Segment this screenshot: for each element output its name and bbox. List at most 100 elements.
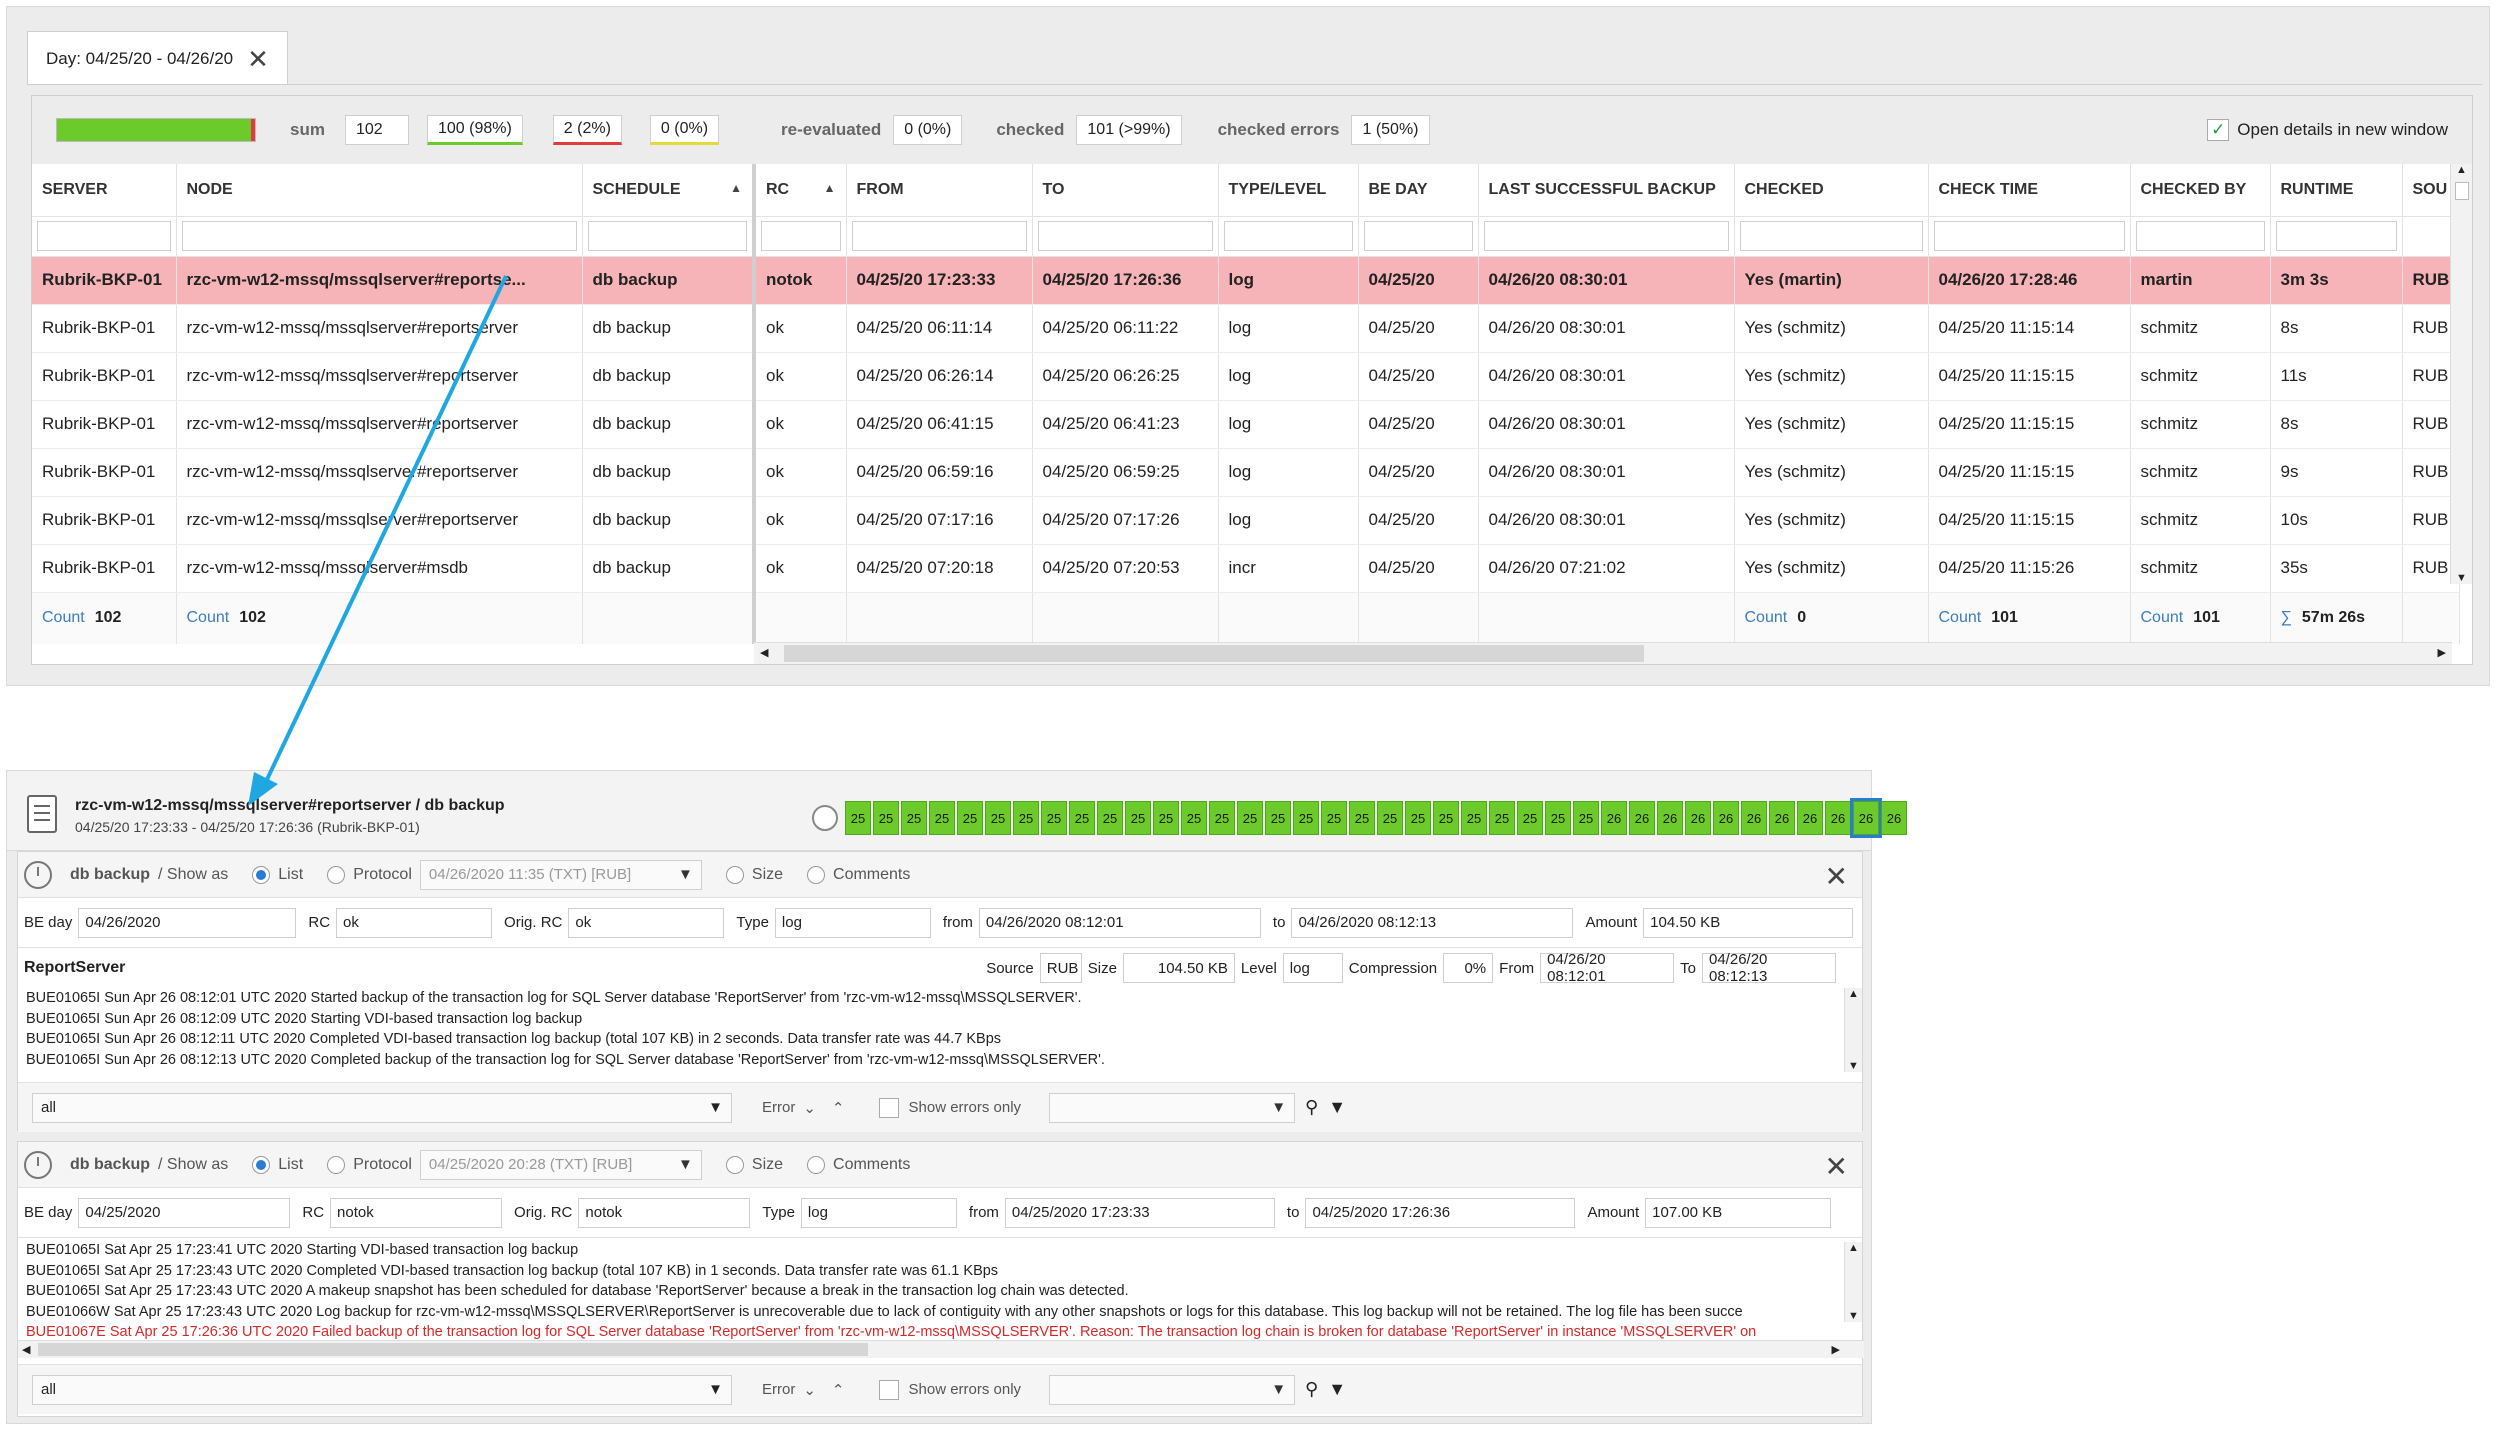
- filter-input[interactable]: [1483, 221, 1729, 251]
- day-cell[interactable]: 25: [1405, 801, 1431, 835]
- day-cell[interactable]: 25: [1097, 801, 1123, 835]
- day-cell[interactable]: 26: [1881, 801, 1907, 835]
- table-row[interactable]: Rubrik-BKP-01 rzc-vm-w12-mssq/mssqlserver…: [32, 448, 2461, 497]
- protocol-radio[interactable]: [327, 865, 346, 884]
- column-header[interactable]: CHECKED: [1734, 164, 1929, 217]
- search-select[interactable]: ▼: [1049, 1092, 1296, 1123]
- scroll-thumb[interactable]: [38, 1343, 868, 1356]
- clock-icon[interactable]: [24, 1150, 52, 1179]
- scroll-up-icon[interactable]: ▲: [1848, 988, 1859, 1000]
- day-cell[interactable]: 25: [985, 801, 1011, 835]
- scroll-left-icon[interactable]: ◀: [22, 1344, 31, 1356]
- day-cell[interactable]: 25: [957, 801, 983, 835]
- be-day-field[interactable]: 04/26/2020: [78, 907, 297, 938]
- day-cell[interactable]: 25: [901, 801, 927, 835]
- scroll-down-icon[interactable]: ▼: [2456, 572, 2467, 584]
- scroll-thumb[interactable]: [2454, 182, 2469, 200]
- checked-value[interactable]: 101 (>99%): [1076, 115, 1182, 145]
- type-field[interactable]: log: [774, 907, 931, 938]
- scroll-thumb[interactable]: [784, 645, 1644, 662]
- day-cell[interactable]: 25: [873, 801, 899, 835]
- column-header[interactable]: FROM: [846, 164, 1033, 217]
- scroll-down-icon[interactable]: ▼: [1848, 1060, 1859, 1072]
- day-cell[interactable]: 26: [1685, 801, 1711, 835]
- log-view[interactable]: BUE01065I Sat Apr 25 17:23:41 UTC 2020 S…: [18, 1238, 1862, 1346]
- to-field[interactable]: 04/25/2020 17:26:36: [1305, 1197, 1576, 1228]
- column-header[interactable]: SCHEDULE ▲: [582, 164, 756, 217]
- day-cell[interactable]: 26: [1769, 801, 1795, 835]
- day-cell[interactable]: 25: [845, 801, 871, 835]
- obj-from-field[interactable]: 04/26/20 08:12:01: [1540, 951, 1675, 985]
- size-radio[interactable]: [725, 865, 744, 884]
- search-icon[interactable]: ⚲: [1305, 1097, 1319, 1117]
- clock-icon[interactable]: [24, 860, 52, 889]
- show-errors-checkbox[interactable]: [878, 1097, 899, 1118]
- sort-asc-icon[interactable]: ▲: [730, 180, 742, 195]
- filter-input[interactable]: [2135, 221, 2265, 251]
- filter-input[interactable]: [1223, 221, 1353, 251]
- day-cell[interactable]: 25: [1377, 801, 1403, 835]
- filter-icon[interactable]: ▼: [1328, 1379, 1347, 1399]
- day-cell[interactable]: 26: [1601, 801, 1627, 835]
- close-icon[interactable]: ✕: [1824, 1151, 1848, 1182]
- table-row[interactable]: Rubrik-BKP-01 rzc-vm-w12-mssq/mssqlserver…: [32, 256, 2461, 305]
- search-icon[interactable]: ⚲: [1305, 1379, 1319, 1399]
- chevron-up-icon[interactable]: ⌃: [831, 1099, 845, 1117]
- day-cell[interactable]: 25: [1433, 801, 1459, 835]
- day-cell[interactable]: 25: [1237, 801, 1263, 835]
- from-field[interactable]: 04/26/2020 08:12:01: [978, 907, 1261, 938]
- rc-field[interactable]: ok: [336, 907, 493, 938]
- vertical-scrollbar[interactable]: ▲ ▼: [2450, 164, 2472, 584]
- day-cell[interactable]: 25: [1125, 801, 1151, 835]
- amount-field[interactable]: 104.50 KB: [1643, 907, 1854, 938]
- sum-value[interactable]: 102: [344, 115, 409, 145]
- day-cell[interactable]: 26: [1825, 801, 1851, 835]
- day-cell[interactable]: 25: [1489, 801, 1515, 835]
- day-cell[interactable]: 25: [1153, 801, 1179, 835]
- from-field[interactable]: 04/25/2020 17:23:33: [1004, 1197, 1275, 1228]
- day-cell[interactable]: 25: [1181, 801, 1207, 835]
- filter-input[interactable]: [1933, 221, 2125, 251]
- fail-count-badge[interactable]: 2 (2%): [552, 115, 622, 145]
- day-cell[interactable]: 25: [1517, 801, 1543, 835]
- list-radio[interactable]: [252, 1155, 271, 1174]
- table-row[interactable]: Rubrik-BKP-01 rzc-vm-w12-mssq/mssqlserver…: [32, 400, 2461, 449]
- table-row[interactable]: Rubrik-BKP-01 rzc-vm-w12-mssq/mssqlserver…: [32, 304, 2461, 353]
- list-radio[interactable]: [252, 865, 271, 884]
- show-errors-checkbox[interactable]: [878, 1379, 899, 1400]
- reevaluated-value[interactable]: 0 (0%): [893, 115, 963, 145]
- log-filter-select[interactable]: all ▼: [32, 1092, 732, 1123]
- level-filter[interactable]: Error ⌄ ⌃: [762, 1099, 845, 1117]
- scroll-left-icon[interactable]: ◀: [760, 647, 769, 659]
- column-header[interactable]: BE DAY: [1358, 164, 1479, 217]
- day-cell[interactable]: 25: [1013, 801, 1039, 835]
- log-scrollbar[interactable]: ▲ ▼: [1844, 988, 1862, 1072]
- sort-asc-icon[interactable]: ▲: [823, 180, 836, 195]
- day-cell[interactable]: 25: [1041, 801, 1067, 835]
- filter-input[interactable]: [1739, 221, 1923, 251]
- comments-radio[interactable]: [807, 1155, 826, 1174]
- scroll-right-icon[interactable]: ▶: [1831, 1344, 1840, 1356]
- type-field[interactable]: log: [800, 1197, 957, 1228]
- level-filter[interactable]: Error ⌄ ⌃: [762, 1381, 845, 1399]
- protocol-select[interactable]: 04/26/2020 11:35 (TXT) [RUB] ▼: [419, 859, 702, 890]
- log-filter-select[interactable]: all ▼: [32, 1374, 732, 1405]
- scroll-up-icon[interactable]: ▲: [2456, 164, 2467, 176]
- checked-errors-value[interactable]: 1 (50%): [1351, 115, 1430, 145]
- table-row[interactable]: Rubrik-BKP-01 rzc-vm-w12-mssq/mssqlserver…: [32, 496, 2461, 545]
- day-cell[interactable]: 26: [1797, 801, 1823, 835]
- table-row[interactable]: Rubrik-BKP-01 rzc-vm-w12-mssq/mssqlserver…: [32, 352, 2461, 401]
- day-cell[interactable]: 25: [1069, 801, 1095, 835]
- day-cell[interactable]: 25: [1573, 801, 1599, 835]
- column-header[interactable]: TYPE/LEVEL: [1218, 164, 1359, 217]
- be-day-field[interactable]: 04/25/2020: [78, 1197, 291, 1228]
- log-scrollbar[interactable]: ▲ ▼: [1844, 1242, 1862, 1322]
- search-select[interactable]: ▼: [1049, 1374, 1296, 1405]
- day-cell[interactable]: 25: [1321, 801, 1347, 835]
- day-cell[interactable]: 25: [1265, 801, 1291, 835]
- column-header[interactable]: RUNTIME: [2270, 164, 2403, 217]
- obj-to-field[interactable]: 04/26/20 08:12:13: [1702, 951, 1836, 985]
- day-cell[interactable]: 25: [1461, 801, 1487, 835]
- tab-day-range[interactable]: Day: 04/25/20 - 04/26/20 ✕: [27, 31, 288, 85]
- scroll-down-icon[interactable]: ▼: [1848, 1310, 1859, 1322]
